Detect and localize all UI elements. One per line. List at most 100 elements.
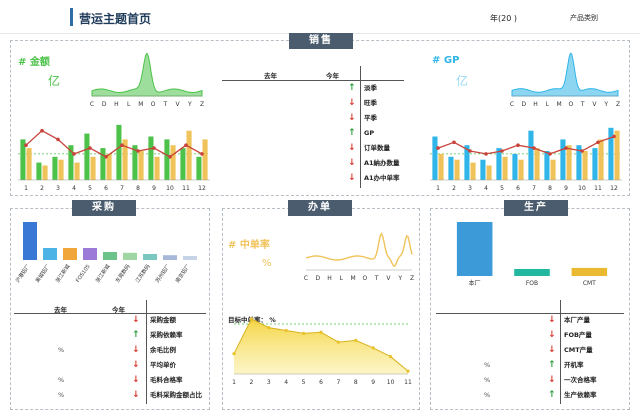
row-label: 本厂产量: [564, 316, 590, 324]
x-tick-label: 3: [267, 379, 271, 386]
x-tick-label: 11: [404, 379, 412, 386]
purchase-bar: [23, 222, 37, 260]
trend-point: [596, 140, 600, 145]
sales-amount-unit: 亿: [48, 74, 61, 88]
x-tick-label: 3: [56, 185, 60, 192]
production-table-header-line: [436, 313, 624, 314]
production-bar-label: FOB: [526, 280, 538, 287]
arrow-down-icon: ↓: [132, 375, 140, 385]
mini-x-label: Y: [397, 275, 402, 282]
table-row[interactable]: ↓ 旺季: [222, 97, 406, 109]
table-row[interactable]: ↑ GP: [222, 127, 406, 139]
trend-point: [436, 146, 440, 150]
bar-yellow: [42, 165, 48, 180]
top-bar: 营运主题首页 年(20 ) 产品类别: [0, 0, 640, 34]
bar-green: [100, 148, 106, 180]
x-tick-label: 9: [152, 185, 156, 192]
row-label: 生产依赖率: [564, 391, 597, 399]
table-row[interactable]: % ↓ 一次合格率: [436, 374, 626, 386]
table-row[interactable]: ↓ A1办中单率: [222, 172, 406, 184]
year-filter[interactable]: 年(20 ): [490, 14, 517, 23]
mini-x-label: C: [510, 101, 514, 108]
x-tick-label: 2: [40, 185, 44, 192]
mini-x-label: Z: [200, 101, 204, 108]
mini-x-label: Z: [616, 101, 620, 108]
table-row[interactable]: ↓ 采购金额: [14, 314, 208, 326]
table-row[interactable]: ↓ A1納办数量: [222, 157, 406, 169]
mini-x-label: D: [521, 101, 526, 108]
x-tick-label: 4: [484, 185, 488, 192]
mini-x-label: T: [162, 101, 167, 108]
row-value: %: [58, 391, 65, 399]
table-row[interactable]: % ↓ 余毛比例: [14, 344, 208, 356]
arrow-down-icon: ↓: [548, 375, 556, 385]
table-row[interactable]: ↓ 订单数量: [222, 142, 406, 154]
handling-panel-tag: 办单: [288, 200, 352, 216]
table-row[interactable]: % ↓ 毛料采购金额占比: [14, 389, 208, 401]
bar-green: [20, 139, 26, 180]
table-row[interactable]: ↑ 淡季: [222, 82, 406, 94]
bar-green: [148, 136, 154, 180]
x-tick-label: 8: [548, 185, 552, 192]
arrow-down-icon: ↓: [132, 360, 140, 370]
row-label: 毛料采购金额占比: [150, 391, 202, 399]
purchase-category-label: 苏州铝厂: [153, 263, 171, 285]
arrow-down-icon: ↓: [548, 315, 556, 325]
purchase-category-label: 东莞数码: [113, 263, 131, 285]
page-title-text: 营运主题首页: [79, 12, 152, 26]
table-row[interactable]: ↓ 本厂产量: [436, 314, 626, 326]
row-label: 采购金额: [150, 316, 176, 324]
arrow-down-icon: ↓: [132, 315, 140, 325]
arrow-down-icon: ↓: [348, 143, 356, 153]
bar-blue: [480, 159, 486, 180]
rate-point: [354, 338, 358, 342]
mini-x-label: T: [374, 275, 379, 282]
production-bar-chart: 本厂 FOB CMT: [456, 222, 608, 287]
trend-point: [24, 143, 28, 147]
row-value: %: [484, 391, 491, 399]
table-row[interactable]: ↓ 平均单价: [14, 359, 208, 371]
product-type-filter[interactable]: 产品类别: [570, 14, 598, 22]
trend-point: [72, 152, 76, 156]
sales-amount-title: # 金额: [18, 57, 50, 68]
trend-line: [25, 129, 203, 158]
x-tick-label: 6: [319, 379, 323, 386]
handling-rate-area-chart: 1 2 3 4 5 6 7 8 9 10 11: [232, 317, 412, 386]
bar-yellow: [518, 159, 524, 180]
row-value: %: [58, 376, 65, 384]
arrow-down-icon: ↓: [348, 98, 356, 108]
row-label: 一次合格率: [564, 376, 597, 384]
bar-yellow: [486, 165, 492, 180]
purchase-bar: [83, 248, 97, 260]
x-tick-label: 6: [104, 185, 108, 192]
rate-point: [232, 352, 236, 356]
table-row[interactable]: % ↑ 生产依赖率: [436, 389, 626, 401]
mini-area: [511, 52, 619, 97]
table-row[interactable]: ↓ FOB产量: [436, 329, 626, 341]
sales-panel: [10, 40, 630, 196]
row-label: 毛料合格率: [150, 376, 183, 384]
mini-x-label: C: [90, 101, 94, 108]
trend-point: [516, 143, 520, 147]
table-row[interactable]: ↑ 采购依赖率: [14, 329, 208, 341]
row-value: %: [484, 376, 491, 384]
table-row[interactable]: ↓ CMT产量: [436, 344, 626, 356]
purchase-bar: [183, 256, 197, 260]
trend-point: [120, 143, 124, 147]
x-tick-label: 4: [284, 379, 288, 386]
bar-yellow: [122, 139, 128, 180]
mini-x-label: O: [151, 101, 156, 108]
trend-point: [40, 128, 44, 133]
mini-x-label: Y: [603, 101, 608, 108]
x-tick-label: 8: [136, 185, 140, 192]
table-row[interactable]: % ↑ 开机率: [436, 359, 626, 371]
mini-x-label: V: [176, 101, 181, 108]
x-tick-label: 7: [532, 185, 536, 192]
purchase-category-label: 浙江新城: [53, 262, 72, 284]
table-row[interactable]: ↓ 平季: [222, 112, 406, 124]
bar-green: [196, 156, 202, 180]
table-row[interactable]: % ↓ 毛料合格率: [14, 374, 208, 386]
production-bar: [571, 267, 608, 276]
